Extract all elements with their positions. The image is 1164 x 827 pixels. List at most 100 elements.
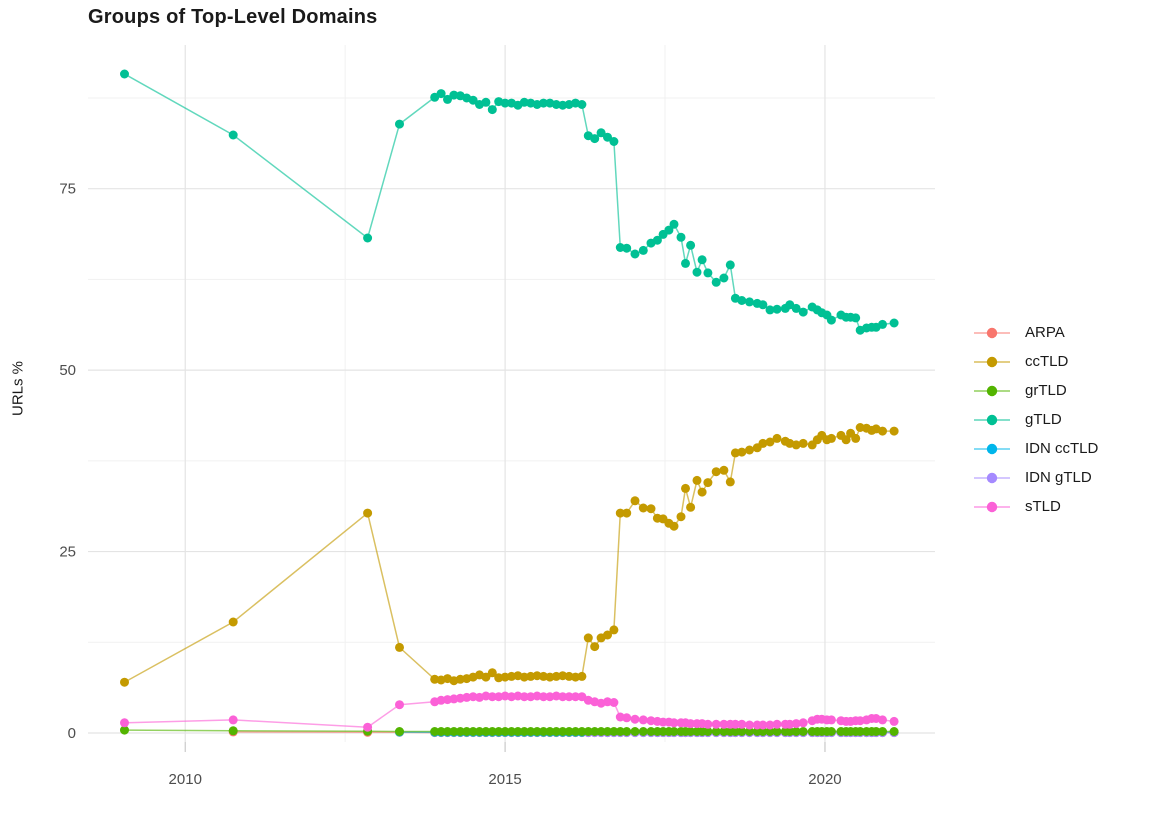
data-point	[878, 426, 887, 436]
data-point	[615, 508, 625, 518]
legend-label: IDN ccTLD	[1025, 440, 1099, 457]
data-point	[363, 233, 373, 243]
data-point	[630, 249, 640, 259]
data-point	[719, 719, 729, 729]
data-point	[889, 716, 899, 726]
data-point	[120, 69, 129, 79]
data-point	[475, 727, 484, 736]
data-point	[571, 727, 580, 736]
data-point	[703, 719, 713, 729]
data-point	[791, 727, 801, 736]
data-point	[507, 727, 516, 736]
data-point	[539, 727, 548, 736]
data-point	[590, 134, 600, 144]
legend-key-icon	[974, 385, 1010, 396]
data-point	[646, 504, 656, 514]
data-point	[558, 727, 568, 736]
data-point	[851, 313, 861, 323]
data-point	[615, 727, 625, 736]
data-point	[487, 692, 497, 702]
data-point	[798, 438, 808, 448]
legend-label: ccTLD	[1025, 353, 1069, 370]
data-point	[676, 512, 686, 522]
data-point	[630, 714, 640, 724]
legend-label: sTLD	[1025, 498, 1061, 515]
data-point	[436, 89, 446, 99]
data-point	[758, 727, 768, 736]
data-point	[564, 727, 574, 736]
data-point	[468, 727, 478, 736]
data-point	[669, 219, 679, 229]
legend-item-stld: sTLD	[973, 492, 1098, 521]
legend-item-gtld: gTLD	[973, 405, 1098, 434]
data-point	[519, 692, 529, 702]
legend-key-icon	[974, 472, 1010, 483]
data-point	[681, 483, 690, 493]
data-point	[481, 97, 491, 107]
data-point	[603, 727, 612, 736]
data-point	[745, 727, 754, 736]
data-point	[725, 477, 735, 487]
series-stld	[120, 691, 899, 732]
data-point	[826, 727, 836, 736]
data-point	[363, 722, 373, 732]
data-point	[638, 727, 648, 736]
data-point	[395, 727, 404, 736]
data-point	[120, 677, 129, 687]
data-point	[692, 267, 702, 277]
data-point	[558, 692, 568, 702]
data-point	[395, 642, 404, 652]
data-point	[609, 698, 619, 707]
gridlines-major	[88, 45, 935, 742]
x-tick-label: 2020	[808, 771, 841, 788]
data-point	[571, 692, 580, 702]
legend-label: ARPA	[1025, 324, 1065, 341]
data-point	[638, 715, 648, 725]
chart-title: Groups of Top-Level Domains	[88, 6, 378, 28]
data-point	[703, 268, 713, 278]
data-point	[652, 235, 662, 245]
data-point	[622, 508, 632, 518]
data-point	[487, 105, 497, 115]
data-point	[798, 307, 808, 317]
data-point	[719, 273, 729, 283]
data-point	[765, 305, 775, 315]
data-point	[228, 617, 238, 627]
data-point	[487, 727, 497, 736]
data-point	[462, 727, 472, 736]
data-point	[664, 225, 674, 235]
data-point	[468, 95, 478, 105]
data-point	[436, 727, 446, 736]
legend-key-icon	[974, 356, 1010, 367]
data-point	[455, 727, 465, 736]
series-gtld	[120, 69, 899, 335]
data-point	[798, 727, 808, 736]
data-point	[603, 630, 612, 640]
data-point	[596, 128, 606, 138]
data-point	[719, 727, 729, 736]
data-point	[676, 232, 686, 242]
data-point	[730, 719, 740, 729]
data-point	[622, 243, 632, 253]
data-point	[443, 94, 452, 104]
data-point	[686, 240, 696, 250]
data-point	[826, 715, 836, 725]
data-point	[889, 727, 899, 736]
data-point	[711, 719, 721, 729]
data-point	[449, 727, 459, 736]
data-point	[765, 727, 775, 736]
data-point	[889, 426, 899, 436]
data-point	[545, 727, 555, 736]
data-point	[590, 642, 600, 652]
gridlines-minor	[88, 45, 935, 742]
data-point	[772, 304, 782, 314]
data-point	[692, 475, 702, 485]
y-tick-label: 0	[68, 725, 76, 742]
data-point	[878, 727, 887, 736]
data-point	[609, 727, 619, 736]
data-point	[395, 119, 404, 129]
data-point	[494, 727, 504, 736]
data-point	[500, 727, 510, 736]
data-point	[539, 692, 548, 702]
data-point	[228, 130, 238, 140]
